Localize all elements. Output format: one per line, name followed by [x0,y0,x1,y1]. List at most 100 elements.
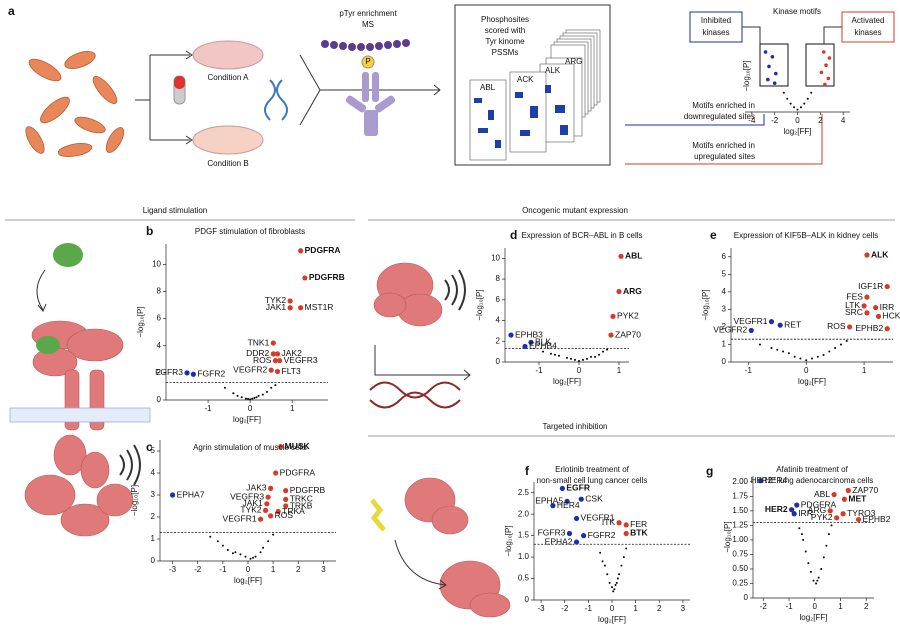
dot [612,590,615,593]
point-label: RET [784,319,801,329]
y-tick-label: 8 [496,274,501,283]
x-tick-label: 1 [633,604,638,613]
x-tick-label: -3 [169,565,177,574]
x-tick-label: 0 [804,366,809,375]
point-label: HCK [883,311,900,321]
point [578,496,584,502]
dot [550,352,552,355]
point-label: HER4 [765,475,788,485]
bracket [135,54,190,141]
label: Condition A [208,73,250,82]
dot [231,552,234,555]
point-label: MUSK [285,441,311,451]
point [768,319,775,325]
panel-letter: e [710,228,717,242]
y-axis-label: −log₁₀[P] [130,485,139,516]
point [264,501,270,507]
dot [622,556,625,559]
dot [806,97,809,100]
dot [809,570,812,573]
point [748,327,754,334]
dot [803,102,806,105]
cells [25,51,125,158]
dot [234,551,237,554]
point [581,533,587,539]
dot [606,573,609,576]
dot [611,586,613,589]
y-tick-label: 2 [157,368,162,377]
x-tick-label: 3 [321,565,326,574]
antibody [345,72,396,136]
dot [542,350,544,353]
y-tick-label: 2 [722,322,727,331]
label: Activated [852,16,885,25]
highlight [805,43,835,87]
point-label: TYK2 [265,295,287,305]
highlight [759,43,789,87]
point-label: HER2 [765,504,788,514]
arrowheads [185,50,193,145]
point-label: ZAP70 [852,485,878,495]
point-label: PYK2 [811,512,833,522]
y-tick-label: 4 [722,287,727,296]
chart-title: Afatinib treatment of [776,465,848,474]
sections: Ligand stimulation Oncogenic mutant expr… [5,206,895,437]
point [616,520,622,526]
dot [614,583,617,586]
label: kinases [854,28,881,37]
dot [816,355,819,358]
x-axis-label: log₂[FF] [553,377,581,386]
x-tick-label: -1 [219,565,227,574]
dot [827,56,832,60]
point [287,298,293,304]
chart-title: Agrin stimulation of muscle cells [193,443,307,452]
x-tick-label: 1 [271,565,276,574]
point-label: PDGFRA [801,499,837,509]
point [564,498,570,504]
point-label: ROS [827,321,846,331]
dot [608,581,611,584]
x-tick-label: -2 [561,604,569,613]
point [791,511,797,517]
point-label: PDGFRB [290,485,326,495]
x-tick-label: 0 [577,366,582,375]
point [861,303,867,309]
label: Motifs enriched in [692,101,755,110]
point-label: TRKC [290,494,313,504]
dot [239,553,242,556]
section-title: Ligand stimulation [143,206,207,215]
y-tick-label: 4 [496,316,501,325]
point [270,351,276,357]
y-tick-label: 1.5 [518,531,530,540]
matrix-label: ABL [480,83,496,92]
dot [770,346,773,349]
point-label: VEGFR3 [284,355,318,365]
dot [259,551,262,554]
point [789,507,795,513]
point-label: IRR [880,302,895,312]
point [298,305,304,311]
chart-title: non-small cell lung cancer cells [537,476,648,485]
dot [767,64,771,69]
point-label: EPHB4 [529,341,557,351]
dot [805,359,808,362]
point [302,275,308,281]
dot [251,397,254,400]
point-label: SRC [845,307,863,317]
point [298,248,304,254]
dot [763,50,768,54]
protein [373,262,511,618]
dot [274,384,277,387]
dot [822,353,825,356]
y-tick-label: 1.50 [732,506,748,515]
point-label: ARG [623,286,642,296]
point-label: JAK1 [266,302,287,312]
point-label: ABL [814,489,830,499]
y-tick-label: 10 [491,253,500,262]
point-label: HER4 [557,500,580,510]
panel-letter: f [525,464,530,478]
dot [244,397,247,400]
point-label: JAK2 [282,348,303,358]
point [190,371,196,377]
